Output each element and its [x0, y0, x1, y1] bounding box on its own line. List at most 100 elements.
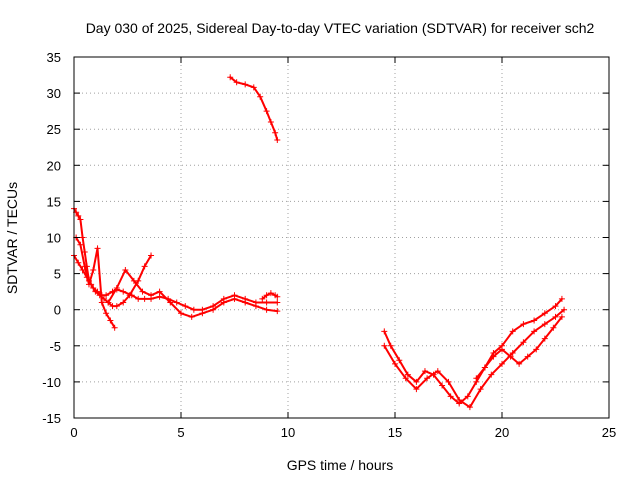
- series-line: [75, 236, 116, 329]
- series-arc-i: [473, 313, 565, 382]
- data-point: [439, 382, 446, 389]
- data-point: [531, 328, 538, 335]
- y-tick-label: 15: [47, 194, 61, 209]
- data-point: [250, 84, 257, 91]
- data-point: [466, 404, 473, 411]
- data-point: [120, 299, 127, 306]
- series-arc-f: [227, 74, 281, 144]
- data-point: [263, 299, 270, 306]
- y-tick-label: -10: [42, 375, 61, 390]
- data-point: [75, 212, 82, 219]
- y-tick-label: -15: [42, 411, 61, 426]
- data-point: [274, 299, 281, 306]
- y-tick-label: 10: [47, 231, 61, 246]
- data-point: [231, 295, 238, 302]
- data-point: [178, 310, 184, 317]
- data-point: [141, 295, 148, 302]
- data-point: [259, 295, 266, 302]
- data-point: [272, 129, 279, 136]
- series-arc-c: [73, 234, 118, 331]
- data-point: [541, 335, 548, 342]
- x-tick-label: 15: [388, 425, 402, 440]
- data-point: [552, 303, 559, 310]
- data-point: [135, 295, 142, 302]
- y-tick-label: -5: [49, 339, 61, 354]
- data-point: [220, 299, 227, 306]
- y-tick-label: 30: [47, 86, 61, 101]
- data-point: [413, 378, 420, 385]
- data-point: [404, 371, 411, 378]
- series-arc-h: [381, 306, 568, 411]
- data-point: [507, 353, 514, 360]
- data-point: [533, 346, 540, 353]
- data-point: [252, 303, 259, 310]
- data-point: [464, 393, 471, 400]
- data-point: [558, 295, 565, 302]
- data-point: [113, 285, 120, 292]
- x-tick-label: 10: [281, 425, 295, 440]
- data-point: [263, 306, 270, 313]
- y-tick-label: 5: [54, 267, 61, 282]
- y-axis-label: SDTVAR / TECUs: [4, 182, 20, 294]
- data-point: [531, 317, 538, 324]
- data-point: [242, 81, 249, 88]
- data-point: [552, 313, 559, 320]
- data-point: [75, 259, 82, 266]
- series-arc-g: [381, 295, 565, 407]
- data-point: [242, 299, 249, 306]
- data-point: [173, 299, 180, 306]
- data-point: [182, 303, 189, 310]
- y-tick-label: 0: [54, 303, 61, 318]
- data-point: [473, 375, 480, 382]
- data-point: [267, 290, 274, 297]
- data-point: [524, 353, 531, 360]
- data-point: [130, 277, 137, 284]
- data-point: [402, 375, 409, 382]
- x-tick-label: 25: [602, 425, 616, 440]
- data-point: [267, 118, 274, 125]
- data-point: [387, 342, 394, 349]
- x-tick-label: 0: [70, 425, 77, 440]
- data-point: [561, 306, 568, 313]
- data-point: [499, 346, 505, 353]
- x-tick-label: 20: [495, 425, 509, 440]
- data-point: [421, 368, 428, 375]
- data-point: [190, 306, 197, 313]
- data-point: [77, 241, 84, 248]
- data-point: [445, 378, 452, 385]
- data-point: [199, 310, 206, 317]
- data-point: [98, 299, 105, 306]
- data-point: [111, 324, 118, 331]
- y-tick-label: 20: [47, 158, 61, 173]
- data-point: [139, 288, 146, 295]
- data-point: [210, 306, 217, 313]
- data-point: [126, 292, 133, 299]
- series-line: [107, 269, 279, 318]
- series-arc-a: [71, 205, 281, 313]
- data-point: [85, 281, 92, 288]
- data-point: [167, 299, 174, 306]
- x-axis-label: GPS time / hours: [287, 457, 394, 473]
- grid: [74, 57, 609, 418]
- data-point: [90, 266, 97, 273]
- data-point: [456, 396, 463, 403]
- series-layer: [71, 74, 568, 411]
- data-point: [113, 303, 120, 310]
- data-point: [156, 288, 163, 295]
- series-arc-d: [105, 266, 281, 320]
- data-point: [81, 263, 88, 270]
- data-point: [541, 321, 548, 328]
- series-line: [73, 207, 279, 311]
- data-point: [92, 288, 99, 295]
- series-arc-e: [259, 290, 281, 302]
- data-point: [392, 360, 398, 367]
- data-point: [541, 310, 548, 317]
- data-point: [509, 350, 516, 357]
- data-point: [434, 368, 441, 375]
- data-point: [233, 79, 240, 86]
- data-point: [77, 216, 84, 223]
- data-point: [396, 357, 403, 364]
- data-point: [381, 328, 388, 335]
- y-tick-label: 35: [47, 50, 61, 65]
